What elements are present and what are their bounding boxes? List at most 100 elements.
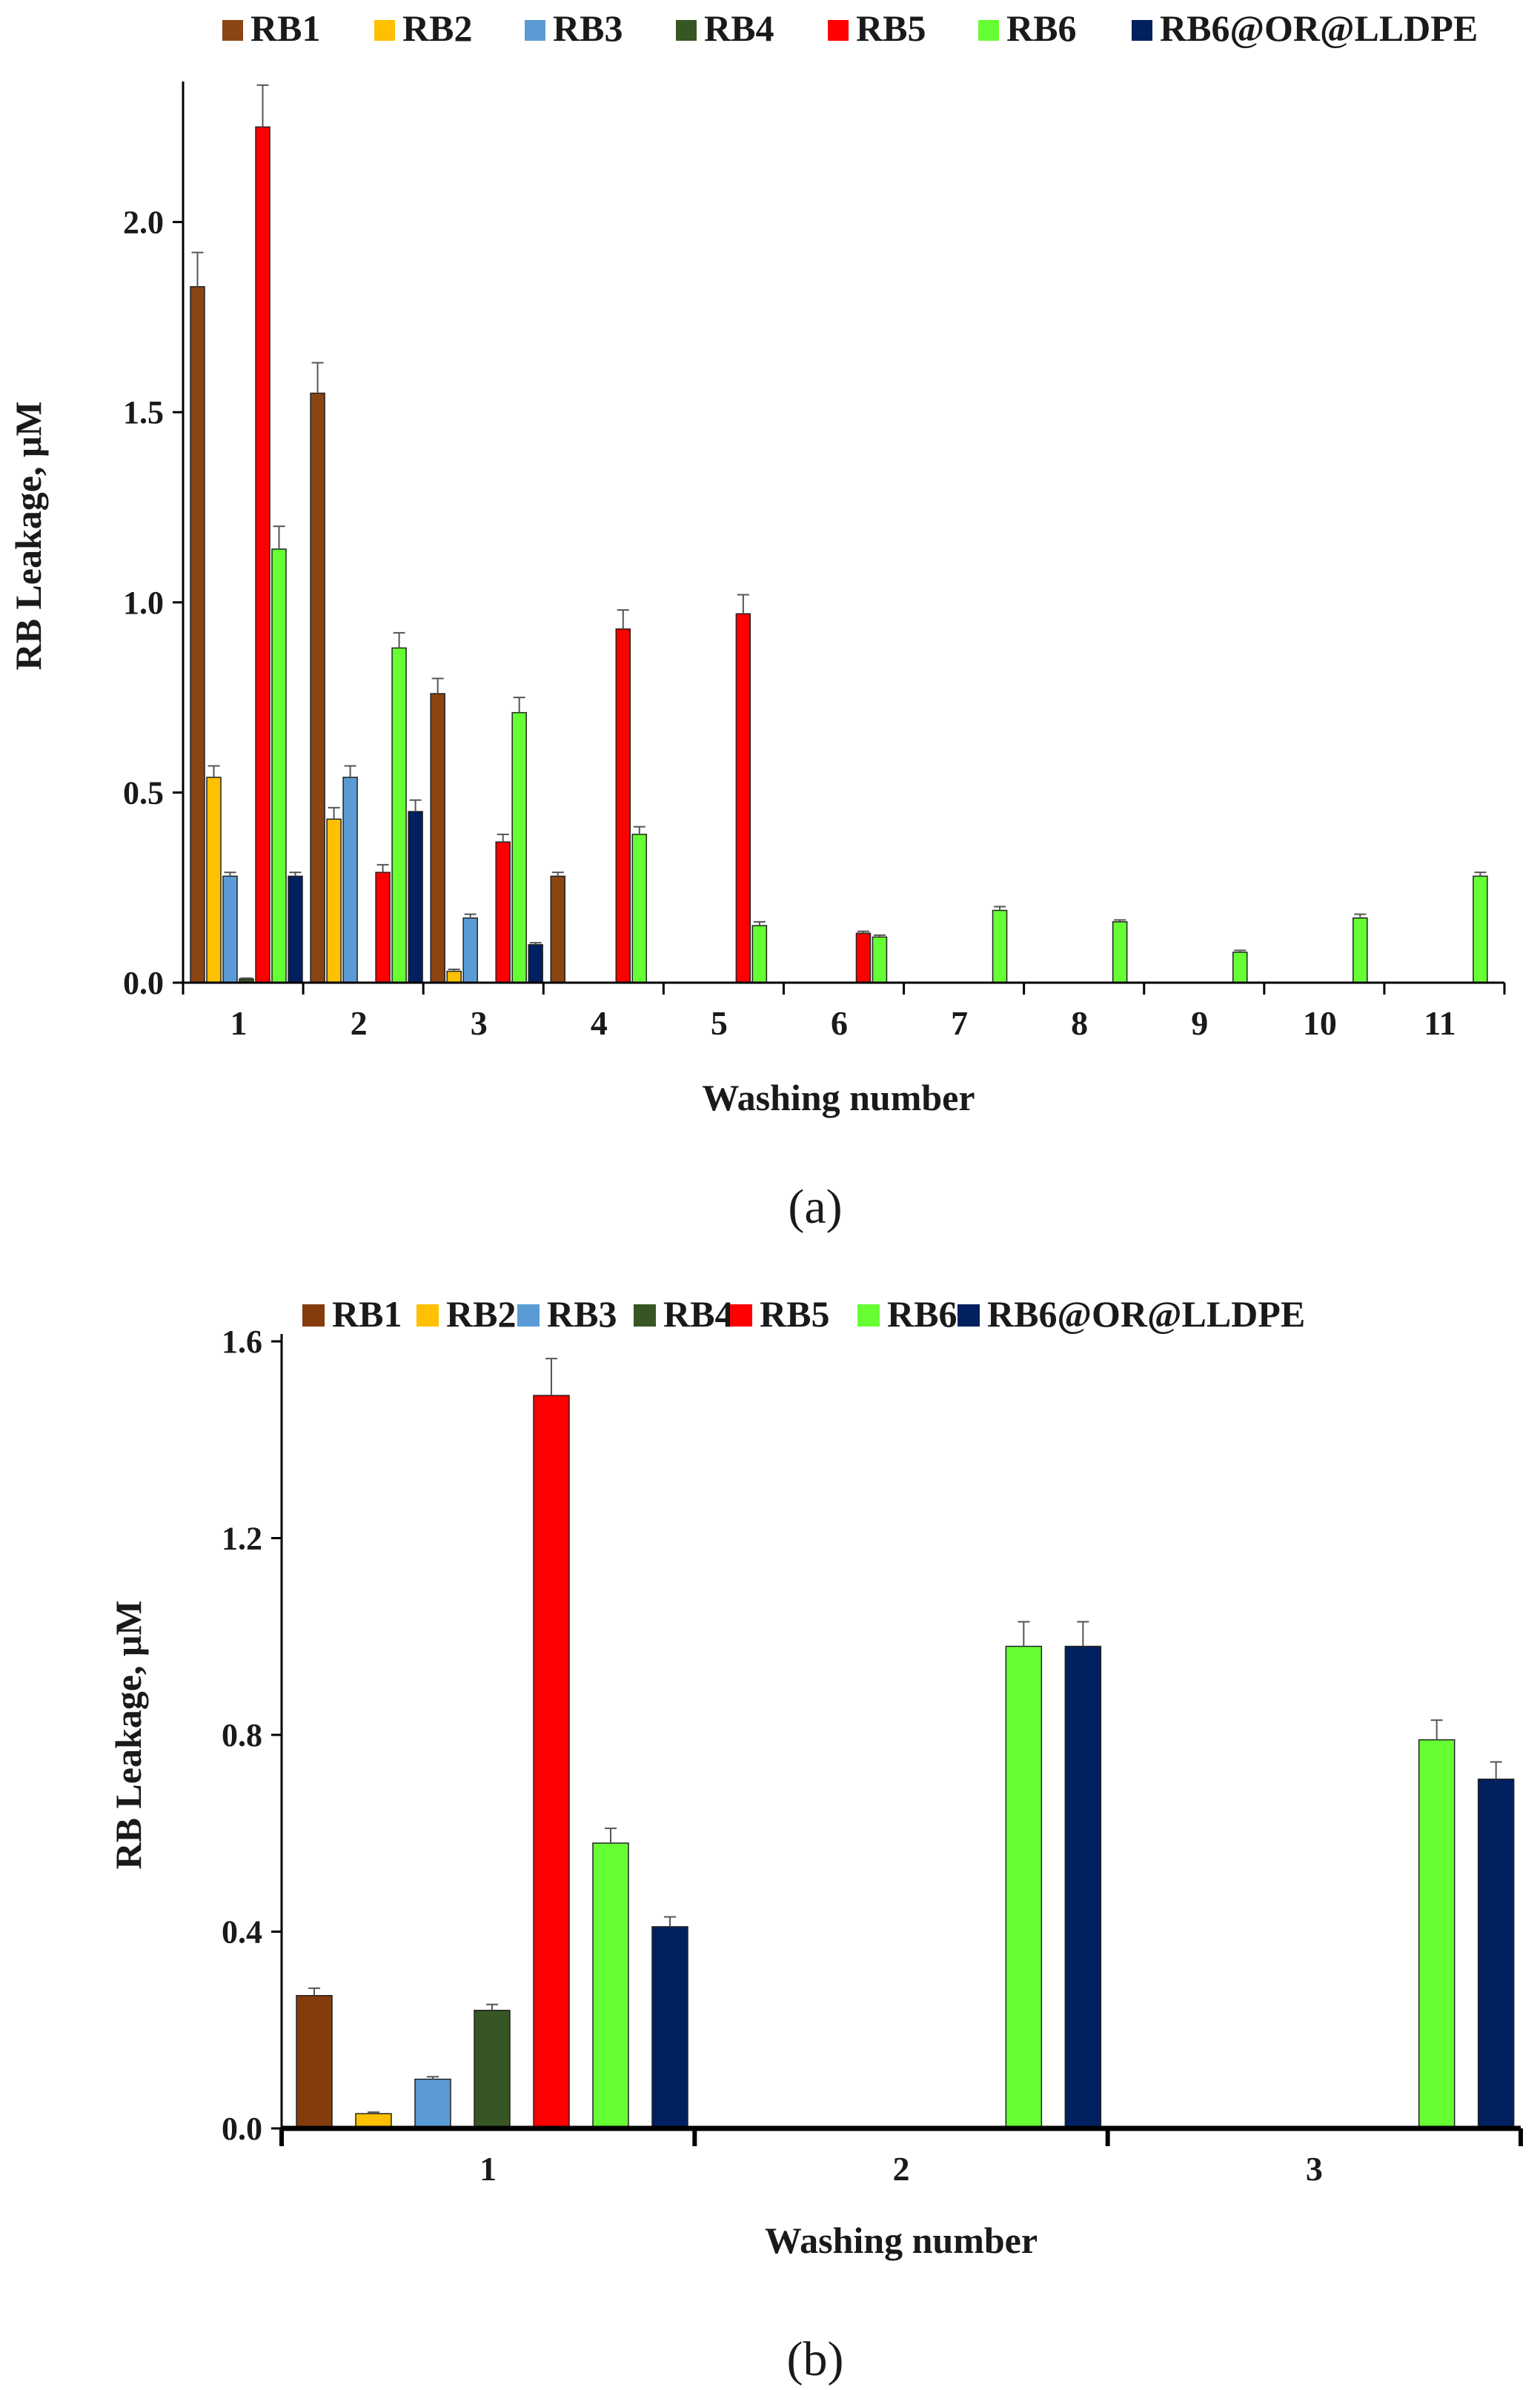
bar-rb6-1 xyxy=(592,1842,629,2129)
bar-rb5-3 xyxy=(495,841,511,983)
chart-b: RB1 RB2 RB3 RB4 RB5 RB6 RB6@OR@LLDPE 0.0 0.4 0.8 1… xyxy=(107,1293,1523,2261)
bar-rb5-4 xyxy=(615,628,631,983)
legend-swatch xyxy=(857,1304,880,1327)
y-tick-label: 0.4 xyxy=(222,1914,262,1951)
legend-label: RB5 xyxy=(760,1293,829,1335)
legend-label: RB6@OR@LLDPE xyxy=(987,1293,1305,1335)
legend-swatch xyxy=(416,1304,439,1327)
legend-label: RB6@OR@LLDPE xyxy=(1160,7,1478,49)
bar-rb3-1 xyxy=(222,875,238,983)
y-axis-title: RB Leakage, μM xyxy=(107,1600,149,1869)
x-tick-label: 4 xyxy=(591,1004,608,1042)
bar-rb5-1 xyxy=(533,1395,570,2129)
legend-swatch xyxy=(978,20,999,41)
bar-rb5-5 xyxy=(735,613,751,983)
y-tick-label: 0.5 xyxy=(123,774,164,811)
x-tick-label: 2 xyxy=(351,1004,368,1042)
bar-rb6-3 xyxy=(511,711,527,983)
bar-rb6-or-lldpe-1 xyxy=(651,1926,688,2129)
y-tick-label: 1.0 xyxy=(123,585,164,621)
bar-rb2-3 xyxy=(446,970,462,983)
x-tick-label: 11 xyxy=(1424,1004,1456,1042)
bar-rb3-2 xyxy=(342,777,358,983)
y-axis-title: RB Leakage, μM xyxy=(7,401,49,670)
x-tick-label: 3 xyxy=(1306,2150,1323,2188)
y-tick-label: 2.0 xyxy=(123,205,164,241)
legend-label: RB3 xyxy=(547,1293,617,1335)
bar-rb2-1 xyxy=(206,777,222,983)
bar-rb6-9 xyxy=(1232,952,1248,983)
bar-rb1-1 xyxy=(190,286,205,983)
bar-rb4-1 xyxy=(474,2009,511,2129)
bar-rb6-or-lldpe-3 xyxy=(1477,1778,1515,2129)
bar-rb6-3 xyxy=(1418,1739,1456,2129)
y-tick-label: 1.6 xyxy=(222,1324,262,1360)
x-tick-label: 5 xyxy=(711,1004,728,1042)
bar-rb1-1 xyxy=(296,1995,333,2129)
x-tick-label: 10 xyxy=(1303,1004,1337,1042)
legend-label: RB6 xyxy=(1006,7,1076,49)
x-axis-title: Washing number xyxy=(765,2220,1038,2261)
bar-rb6-11 xyxy=(1473,875,1488,983)
legend-label: RB1 xyxy=(332,1293,402,1335)
legend-label: RB4 xyxy=(663,1293,733,1335)
bar-rb2-2 xyxy=(326,818,342,983)
x-tick-label: 8 xyxy=(1071,1004,1088,1042)
legend-label: RB1 xyxy=(250,7,320,49)
y-tick-label: 0.0 xyxy=(123,965,164,1001)
legend-label: RB4 xyxy=(704,7,774,49)
y-tick-label: 0.0 xyxy=(222,2111,262,2147)
bar-rb6-5 xyxy=(751,925,768,983)
legend-swatch xyxy=(302,1304,325,1327)
y-tick-label: 0.8 xyxy=(222,1717,262,1753)
panel-b-label: (b) xyxy=(787,2332,844,2386)
legend-swatch xyxy=(730,1304,752,1327)
x-tick-label: 6 xyxy=(831,1004,848,1042)
bar-rb6-2 xyxy=(1005,1645,1043,2129)
panel-a-label: (a) xyxy=(788,1180,842,1234)
x-tick-label: 1 xyxy=(230,1004,248,1042)
bar-rb6-4 xyxy=(631,834,648,983)
legend-swatch xyxy=(1132,20,1152,41)
bar-rb5-1 xyxy=(255,126,271,983)
y-tick-label: 1.2 xyxy=(222,1521,262,1557)
bar-rb3-3 xyxy=(462,917,478,983)
bar-rb5-2 xyxy=(375,872,391,983)
bar-rb6-or-lldpe-3 xyxy=(528,943,543,983)
legend-swatch xyxy=(222,20,243,41)
x-tick-label: 9 xyxy=(1191,1004,1208,1042)
x-tick-label: 2 xyxy=(893,2150,910,2188)
legend-label: RB6 xyxy=(887,1293,957,1335)
bar-rb6-8 xyxy=(1112,921,1128,983)
bar-rb6-or-lldpe-2 xyxy=(1064,1645,1102,2129)
bar-rb6-2 xyxy=(391,647,407,983)
bar-rb6-6 xyxy=(872,936,888,983)
chart-a: RB1 RB2 RB3 RB4 RB5 RB6 RB6@OR@LLDPE 0.0 0.5 1.0 1… xyxy=(7,7,1506,1118)
x-tick-label: 3 xyxy=(471,1004,488,1042)
legend-swatch xyxy=(634,1304,656,1327)
legend-swatch xyxy=(676,20,697,41)
bar-rb5-6 xyxy=(855,932,872,983)
legend-swatch xyxy=(517,1304,540,1327)
y-tick-label: 1.5 xyxy=(123,394,164,431)
x-tick-label: 1 xyxy=(479,2150,497,2188)
bar-rb6-1 xyxy=(271,548,287,983)
legend-swatch xyxy=(828,20,849,41)
bar-rb1-2 xyxy=(310,392,325,983)
legend-label: RB5 xyxy=(856,7,926,49)
bar-rb1-3 xyxy=(430,693,445,983)
x-tick-label: 7 xyxy=(951,1004,968,1042)
legend-swatch xyxy=(957,1304,980,1327)
legend-swatch xyxy=(525,20,545,41)
legend-label: RB3 xyxy=(553,7,623,49)
legend-label: RB2 xyxy=(402,7,472,49)
bar-rb6-or-lldpe-2 xyxy=(408,811,423,983)
bar-rb6-7 xyxy=(992,909,1008,983)
bar-rb1-4 xyxy=(550,875,566,983)
legend-swatch xyxy=(374,20,395,41)
bar-rb6-or-lldpe-1 xyxy=(288,875,303,983)
x-axis-title: Washing number xyxy=(702,1077,975,1118)
legend-label: RB2 xyxy=(446,1293,516,1335)
